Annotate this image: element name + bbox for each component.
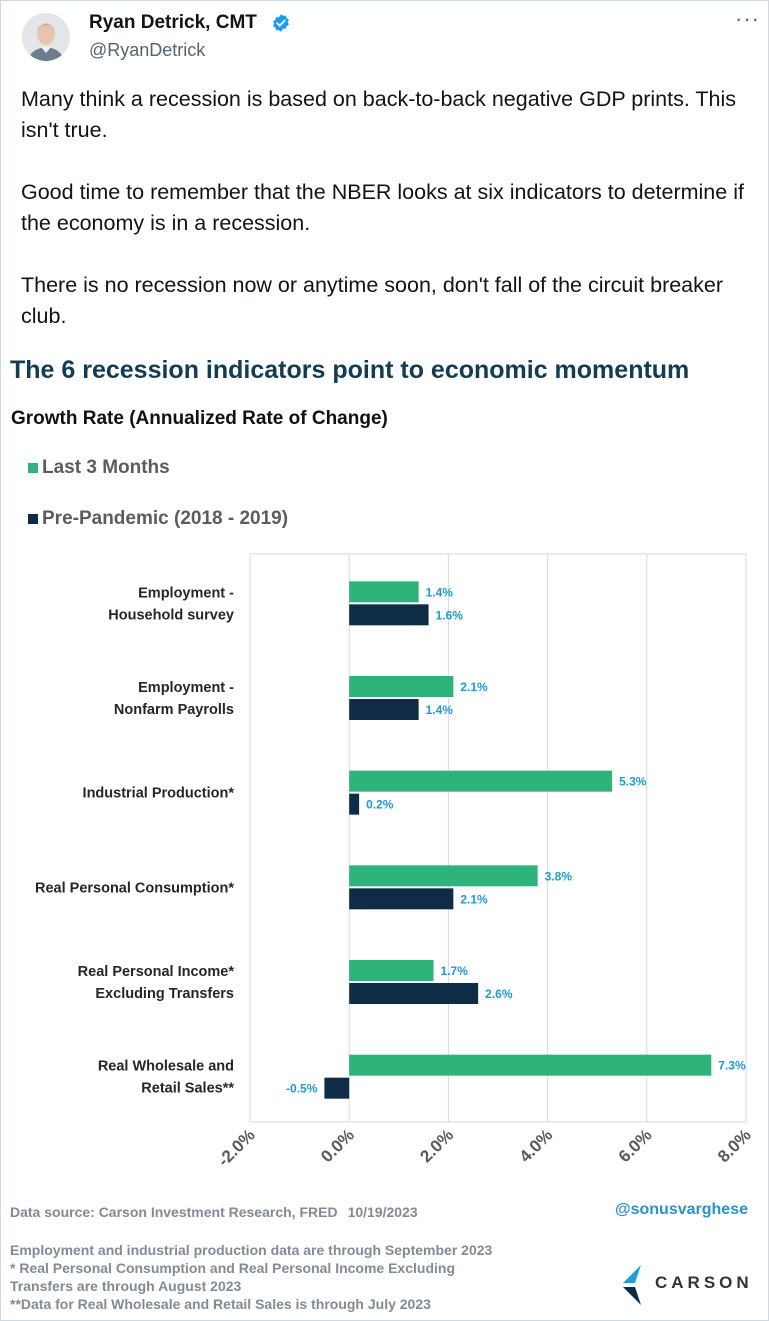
avatar-photo <box>22 13 70 61</box>
category-label: Nonfarm Payrolls <box>114 702 234 718</box>
bar <box>349 581 419 603</box>
chart-subtitle: Growth Rate (Annualized Rate of Change) <box>11 408 388 429</box>
category-label: Industrial Production* <box>83 786 235 802</box>
data-label: -0.5% <box>286 1082 318 1096</box>
legend-swatch-green <box>28 463 38 473</box>
category-label: Employment - <box>138 585 234 601</box>
legend-item-last-3-months: Last 3 Months <box>28 457 170 479</box>
author-handle[interactable]: @RyanDetrick <box>89 40 206 60</box>
author-name[interactable]: Ryan Detrick, CMT <box>89 12 257 33</box>
infographic-title: The 6 recession indicators point to econ… <box>10 356 690 384</box>
carson-logo-icon <box>623 1265 641 1305</box>
bar <box>349 604 429 626</box>
category-label: Household survey <box>108 607 234 623</box>
x-tick-label: -2.0% <box>214 1125 259 1170</box>
legend-item-pre-pandemic: Pre-Pandemic (2018 - 2019) <box>28 508 288 530</box>
avatar[interactable] <box>22 13 70 61</box>
data-source-text: Data source: Carson Investment Research,… <box>10 1204 338 1220</box>
bar <box>324 1077 350 1099</box>
x-tick-label: 2.0% <box>416 1125 457 1166</box>
category-label: Real Personal Income* <box>78 964 235 980</box>
data-label: 5.3% <box>619 775 647 789</box>
tweet-text: Many think a recession is based on back-… <box>21 87 744 328</box>
data-label: 2.1% <box>460 680 488 694</box>
bar <box>349 1054 712 1076</box>
legend-label: Last 3 Months <box>42 457 170 478</box>
plot-area <box>249 553 747 1123</box>
x-tick-label: 4.0% <box>516 1125 557 1166</box>
data-label: 1.7% <box>441 964 469 978</box>
category-label: Retail Sales** <box>141 1081 234 1097</box>
bar <box>349 960 434 981</box>
bar <box>349 888 454 910</box>
data-label: 7.3% <box>718 1059 746 1073</box>
data-label: 3.8% <box>545 869 573 883</box>
bar <box>349 676 454 697</box>
data-label: 1.6% <box>436 608 464 622</box>
x-tick-label: 0.0% <box>317 1125 358 1166</box>
legend-swatch-navy <box>28 514 38 524</box>
data-date: 10/19/2023 <box>347 1204 418 1220</box>
legend-label: Pre-Pandemic (2018 - 2019) <box>42 508 289 529</box>
data-label: 2.6% <box>485 987 513 1001</box>
credit-handle: @sonusvarghese <box>615 1201 748 1218</box>
data-source: Data source: Carson Investment Research,… <box>10 1204 418 1220</box>
bar <box>349 770 613 792</box>
carson-logo-text: CARSON <box>655 1273 753 1292</box>
tweet-image[interactable]: The 6 recession indicators point to econ… <box>0 348 767 1320</box>
category-label: Real Personal Consumption* <box>35 880 234 896</box>
data-label: 2.1% <box>460 892 488 906</box>
category-label: Excluding Transfers <box>95 986 234 1002</box>
category-label: Employment - <box>138 680 234 696</box>
x-tick-label: 8.0% <box>714 1125 755 1166</box>
bar-chart: -2.0% 0.0% 2.0% 4.0% 6.0% 8.0% 1.4% 1.6% Employm… <box>35 553 755 1170</box>
data-label: 1.4% <box>426 703 454 717</box>
footnotes: Employment and industrial production dat… <box>10 1242 493 1312</box>
data-label: 0.2% <box>366 798 394 812</box>
category-label: Real Wholesale and <box>98 1059 234 1075</box>
more-options-icon[interactable]: ··· <box>735 6 760 31</box>
data-label: 1.4% <box>426 585 454 599</box>
x-tick-label: 6.0% <box>615 1125 656 1166</box>
verified-badge-icon <box>273 14 289 32</box>
bar <box>349 983 479 1004</box>
bar <box>349 699 419 720</box>
bar <box>349 793 360 815</box>
bar <box>349 865 538 887</box>
